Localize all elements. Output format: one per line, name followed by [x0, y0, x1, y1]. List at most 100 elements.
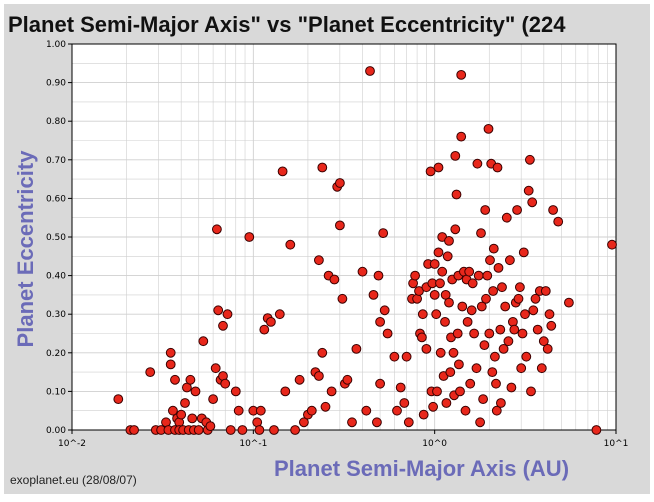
data-point	[428, 401, 439, 412]
data-point	[285, 239, 296, 250]
data-point	[193, 425, 204, 435]
data-point	[435, 278, 445, 289]
y-tick-label: 0.00	[46, 426, 66, 436]
data-point	[375, 378, 386, 389]
data-point	[441, 398, 452, 408]
data-point	[429, 290, 440, 300]
y-tick-label: 0.70	[46, 156, 66, 166]
x-tick-label: 10^1	[604, 439, 629, 449]
data-point	[485, 255, 495, 266]
data-point	[517, 328, 528, 339]
data-point	[527, 197, 538, 208]
data-point	[536, 363, 547, 374]
data-point	[208, 394, 219, 405]
data-point	[205, 421, 216, 432]
data-point	[501, 212, 512, 223]
data-point	[375, 317, 386, 327]
data-point	[314, 371, 324, 381]
data-point	[129, 425, 140, 435]
data-point	[401, 351, 412, 362]
data-point	[518, 247, 529, 258]
data-point	[450, 151, 461, 161]
data-point	[544, 309, 555, 320]
data-point	[542, 344, 553, 354]
data-point	[479, 340, 490, 351]
data-point	[365, 66, 375, 76]
data-point	[417, 332, 427, 343]
data-point	[351, 344, 362, 354]
data-point	[480, 205, 491, 215]
data-point	[448, 347, 459, 358]
data-point	[212, 224, 222, 235]
data-point	[421, 344, 432, 354]
data-point	[503, 336, 514, 347]
data-point	[429, 259, 440, 269]
data-point	[457, 301, 468, 312]
data-point	[431, 309, 442, 320]
x-tick-label: 10^-1	[239, 439, 267, 449]
data-point	[540, 286, 551, 296]
data-point	[244, 232, 255, 242]
data-point	[437, 266, 448, 277]
data-point	[476, 228, 486, 239]
data-point	[317, 347, 328, 358]
data-point	[473, 270, 484, 281]
data-point	[145, 367, 156, 378]
data-point	[456, 131, 467, 142]
data-point	[490, 351, 500, 362]
x-axis-label: Planet Semi-Major Axis (AU)	[274, 456, 570, 481]
data-point	[180, 398, 190, 408]
data-point	[491, 405, 502, 416]
data-point	[465, 378, 476, 389]
data-point	[476, 301, 487, 312]
data-point	[373, 270, 384, 281]
data-point	[277, 166, 288, 177]
data-point	[259, 324, 270, 335]
data-point	[403, 417, 414, 428]
data-point	[280, 386, 291, 397]
data-point	[357, 266, 368, 277]
data-point	[306, 405, 317, 416]
data-point	[591, 425, 602, 435]
data-point	[500, 301, 511, 312]
y-tick-label: 0.50	[46, 233, 66, 243]
data-point	[290, 425, 301, 435]
data-point	[170, 374, 180, 385]
data-point	[418, 409, 429, 420]
data-point	[530, 293, 541, 304]
data-point	[495, 324, 506, 335]
data-point	[378, 228, 389, 239]
data-point	[451, 189, 462, 200]
data-point	[538, 336, 549, 347]
data-point	[487, 367, 498, 378]
data-point	[493, 263, 504, 273]
data-point	[342, 374, 353, 385]
data-point	[433, 162, 444, 173]
data-point	[471, 363, 482, 374]
y-tick-label: 0.60	[46, 194, 66, 204]
data-point	[466, 305, 477, 316]
data-point	[607, 239, 617, 250]
data-point	[335, 220, 345, 231]
data-point	[176, 409, 187, 420]
y-tick-label: 0.10	[46, 387, 66, 397]
data-point	[368, 290, 379, 300]
data-point	[433, 247, 444, 258]
data-point	[382, 328, 393, 339]
data-point	[516, 363, 527, 374]
y-tick-label: 0.30	[46, 310, 66, 320]
data-point	[456, 70, 467, 80]
data-point	[168, 405, 178, 416]
data-point	[496, 398, 506, 408]
data-point	[467, 278, 478, 289]
data-point	[417, 309, 428, 320]
data-point	[425, 166, 436, 177]
data-point	[484, 328, 495, 339]
data-point	[198, 336, 209, 347]
data-point	[274, 309, 285, 320]
data-point	[444, 297, 454, 308]
data-point	[450, 224, 461, 235]
data-point	[472, 158, 483, 169]
data-point	[526, 386, 536, 397]
data-point	[399, 398, 410, 408]
